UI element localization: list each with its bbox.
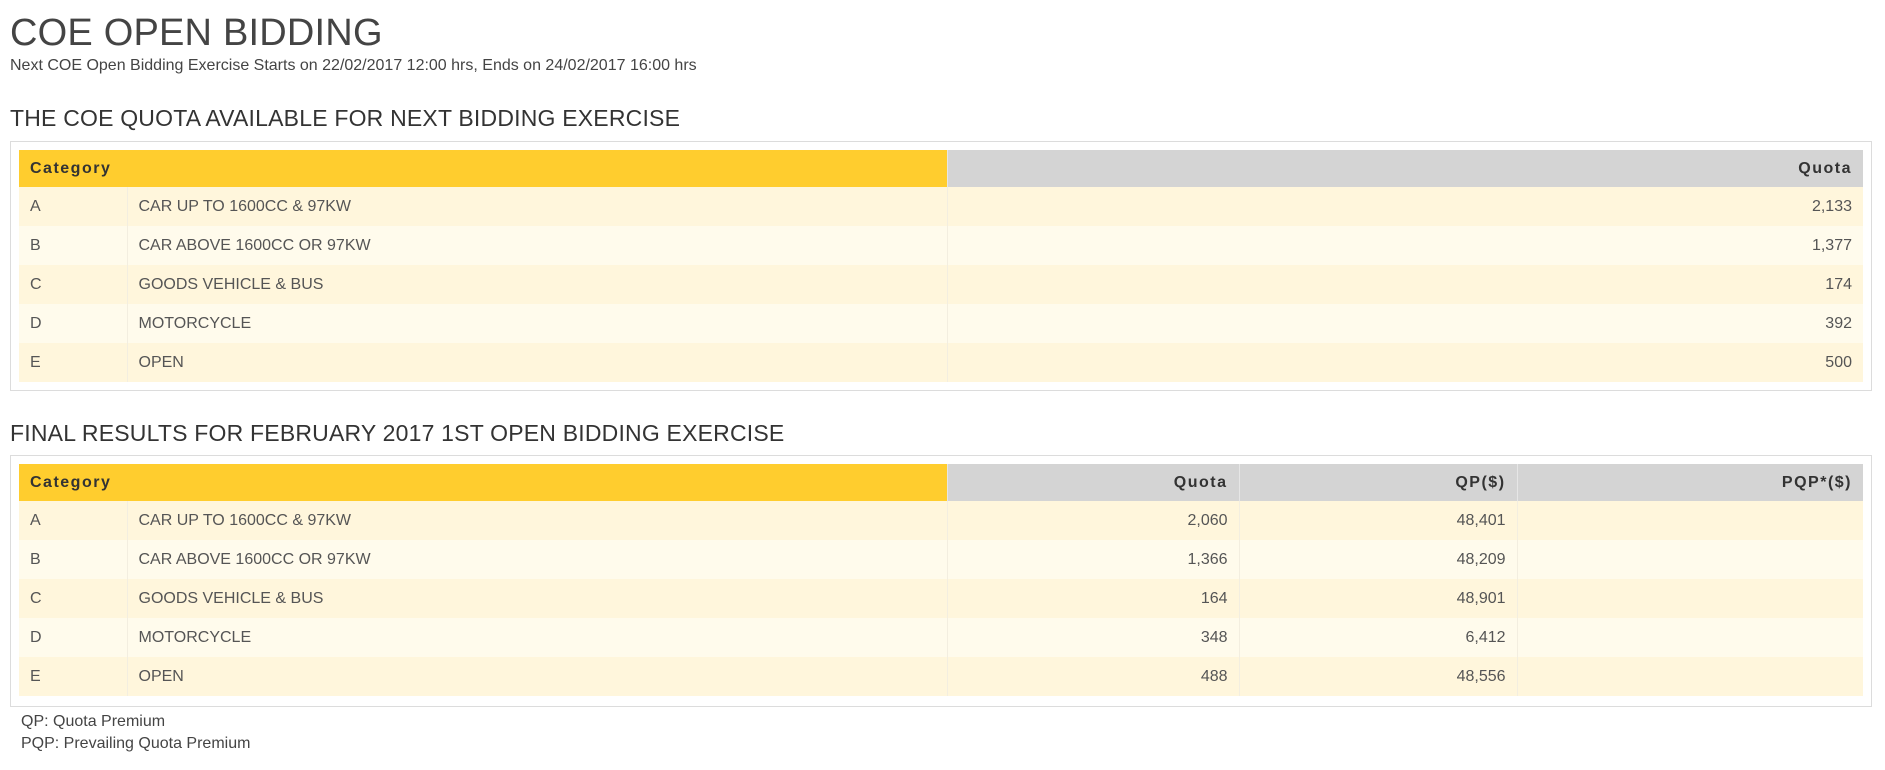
table-row: E OPEN 500 <box>19 343 1863 382</box>
qp-value: 48,401 <box>1239 501 1518 540</box>
quota-value: 164 <box>947 579 1240 618</box>
pqp-value <box>1517 501 1863 540</box>
results-table-quota-header: Quota <box>946 464 1240 501</box>
qp-value: 48,901 <box>1239 579 1518 618</box>
bidding-schedule-text: Next COE Open Bidding Exercise Starts on… <box>10 57 697 74</box>
table-row: D MOTORCYCLE 392 <box>19 304 1863 343</box>
category-code: D <box>19 618 128 657</box>
category-code: E <box>19 657 128 696</box>
results-table-header-row: Category Quota QP($) PQP*($) <box>19 464 1863 501</box>
category-description: CAR UP TO 1600CC & 97KW <box>127 187 948 226</box>
category-description: CAR UP TO 1600CC & 97KW <box>127 501 948 540</box>
table-row: B CAR ABOVE 1600CC OR 97KW 1,366 48,209 <box>19 540 1863 579</box>
category-description: GOODS VEHICLE & BUS <box>127 579 948 618</box>
quota-table-header-row: Category Quota <box>19 150 1863 187</box>
qp-value: 6,412 <box>1239 618 1518 657</box>
category-code: E <box>19 343 128 382</box>
category-code: D <box>19 304 128 343</box>
page-title: COE OPEN BIDDING <box>10 12 383 54</box>
quota-table-quota-header: Quota <box>946 150 1863 187</box>
legend-qp: QP: Quota Premium <box>21 713 166 730</box>
category-code: C <box>19 579 128 618</box>
quota-value: 500 <box>947 343 1863 382</box>
quota-table-container: Category Quota A CAR UP TO 1600CC & 97KW… <box>10 141 1872 391</box>
table-row: B CAR ABOVE 1600CC OR 97KW 1,377 <box>19 226 1863 265</box>
results-table-category-header: Category <box>19 464 948 501</box>
category-description: OPEN <box>127 343 948 382</box>
table-row: C GOODS VEHICLE & BUS 174 <box>19 265 1863 304</box>
category-description: CAR ABOVE 1600CC OR 97KW <box>127 540 948 579</box>
pqp-value <box>1517 618 1863 657</box>
pqp-value <box>1517 540 1863 579</box>
category-code: B <box>19 540 128 579</box>
results-table-pqp-header: PQP*($) <box>1516 464 1863 501</box>
category-code: B <box>19 226 128 265</box>
category-description: GOODS VEHICLE & BUS <box>127 265 948 304</box>
qp-value: 48,209 <box>1239 540 1518 579</box>
quota-table-category-header: Category <box>19 150 948 187</box>
table-row: E OPEN 488 48,556 <box>19 657 1863 696</box>
quota-value: 2,133 <box>947 187 1863 226</box>
category-code: A <box>19 187 128 226</box>
quota-table: Category Quota A CAR UP TO 1600CC & 97KW… <box>19 150 1863 382</box>
table-row: A CAR UP TO 1600CC & 97KW 2,060 48,401 <box>19 501 1863 540</box>
category-description: CAR ABOVE 1600CC OR 97KW <box>127 226 948 265</box>
quota-value: 392 <box>947 304 1863 343</box>
qp-value: 48,556 <box>1239 657 1518 696</box>
category-description: MOTORCYCLE <box>127 304 948 343</box>
category-code: C <box>19 265 128 304</box>
quota-section-heading: THE COE QUOTA AVAILABLE FOR NEXT BIDDING… <box>10 105 681 131</box>
results-table-container: Category Quota QP($) PQP*($) A CAR UP TO… <box>10 455 1872 707</box>
quota-value: 348 <box>947 618 1240 657</box>
results-section-heading: FINAL RESULTS FOR FEBRUARY 2017 1ST OPEN… <box>10 420 785 446</box>
category-description: MOTORCYCLE <box>127 618 948 657</box>
table-row: D MOTORCYCLE 348 6,412 <box>19 618 1863 657</box>
quota-value: 174 <box>947 265 1863 304</box>
quota-value: 2,060 <box>947 501 1240 540</box>
quota-value: 1,366 <box>947 540 1240 579</box>
table-row: C GOODS VEHICLE & BUS 164 48,901 <box>19 579 1863 618</box>
legend-pqp: PQP: Prevailing Quota Premium <box>21 735 251 752</box>
quota-value: 488 <box>947 657 1240 696</box>
results-table: Category Quota QP($) PQP*($) A CAR UP TO… <box>19 464 1863 696</box>
pqp-value <box>1517 579 1863 618</box>
results-table-qp-header: QP($) <box>1238 464 1518 501</box>
pqp-value <box>1517 657 1863 696</box>
category-code: A <box>19 501 128 540</box>
table-row: A CAR UP TO 1600CC & 97KW 2,133 <box>19 187 1863 226</box>
quota-value: 1,377 <box>947 226 1863 265</box>
category-description: OPEN <box>127 657 948 696</box>
